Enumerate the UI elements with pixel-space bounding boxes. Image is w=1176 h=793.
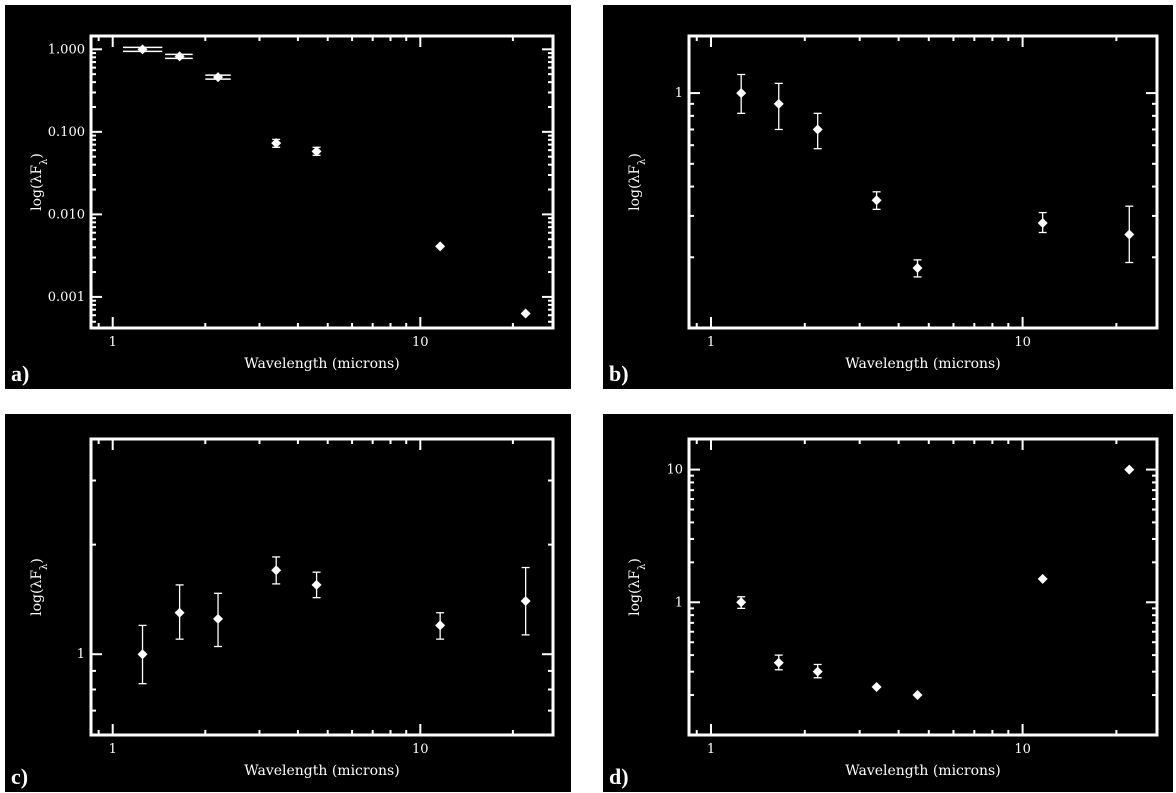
data-point <box>435 241 446 252</box>
data-point <box>311 579 322 590</box>
chart-b-svg: 1 10 1 Wavelength (microns) log(λFλ) b) <box>609 34 1159 386</box>
panel-label: b) <box>609 361 629 386</box>
y-tick-label: 1 <box>675 86 683 101</box>
data-point <box>812 124 823 135</box>
x-tick-label: 10 <box>412 742 429 757</box>
y-tick-label: 0.010 <box>48 207 85 222</box>
plot-frame <box>89 34 555 330</box>
data-point <box>812 666 823 677</box>
data-point <box>435 620 446 631</box>
data-point <box>213 72 224 83</box>
y-axis-title: log(λFλ) <box>627 558 648 616</box>
data-point <box>773 98 784 109</box>
data-point <box>174 51 185 62</box>
chart-panel-b: 1 10 1 Wavelength (microns) log(λFλ) b) <box>603 5 1173 389</box>
data-point <box>520 308 531 319</box>
data-point <box>174 607 185 618</box>
y-tick-label: 1.000 <box>48 42 85 57</box>
data-point <box>773 657 784 668</box>
x-tick-label: 10 <box>1014 335 1031 350</box>
chart-panel-d: 1 10 10 1 Wavelength (microns) log(λFλ) d) <box>603 414 1173 792</box>
y-axis-title: log(λFλ) <box>29 153 50 211</box>
data-point <box>871 195 882 206</box>
data-point <box>912 263 923 274</box>
data-point <box>1037 573 1048 584</box>
x-tick-label: 1 <box>707 742 715 757</box>
y-axis-title: log(λFλ) <box>29 558 50 616</box>
data-point <box>137 44 148 55</box>
y-tick-label: 1 <box>675 595 683 610</box>
x-axis-title: Wavelength (microns) <box>845 356 1000 372</box>
chart-panel-c: 1 10 1 Wavelength (microns) log(λFλ) c) <box>5 414 571 792</box>
y-tick-label: 0.100 <box>48 125 85 140</box>
data-point <box>1124 464 1135 475</box>
data-point <box>311 146 322 157</box>
y-tick-label: 1 <box>77 647 85 662</box>
y-tick-label: 10 <box>666 463 683 478</box>
chart-panel-a: 1 10 1.000 0.100 0.010 0.001 Wavelength (micro… <box>5 5 571 389</box>
plot-frame <box>687 34 1159 330</box>
x-tick-label: 1 <box>109 742 117 757</box>
panel-label: d) <box>609 764 629 789</box>
panel-label: a) <box>11 361 29 386</box>
data-point <box>912 690 923 701</box>
chart-c-svg: 1 10 1 Wavelength (microns) log(λFλ) c) <box>11 437 555 789</box>
plot-frame <box>89 437 555 737</box>
data-point <box>137 649 148 660</box>
data-point <box>271 138 282 149</box>
data-point <box>271 565 282 576</box>
data-point <box>1124 229 1135 240</box>
data-point <box>736 88 747 99</box>
y-tick-label: 0.001 <box>48 290 85 305</box>
x-tick-label: 10 <box>1014 742 1031 757</box>
x-axis-title: Wavelength (microns) <box>845 763 1000 779</box>
x-axis-title: Wavelength (microns) <box>244 356 399 372</box>
chart-a-svg: 1 10 1.000 0.100 0.010 0.001 Wavelength (micro… <box>11 34 555 386</box>
chart-d-svg: 1 10 10 1 Wavelength (microns) log(λFλ) d) <box>609 437 1159 789</box>
x-tick-label: 10 <box>412 335 429 350</box>
data-point <box>213 613 224 624</box>
plot-frame <box>687 437 1159 737</box>
x-tick-label: 1 <box>707 335 715 350</box>
x-tick-label: 1 <box>109 335 117 350</box>
data-point <box>520 596 531 607</box>
x-axis-title: Wavelength (microns) <box>244 763 399 779</box>
panel-label: c) <box>11 764 28 789</box>
data-point <box>871 681 882 692</box>
data-point <box>1037 217 1048 228</box>
data-point <box>736 597 747 608</box>
y-axis-title: log(λFλ) <box>627 153 648 211</box>
